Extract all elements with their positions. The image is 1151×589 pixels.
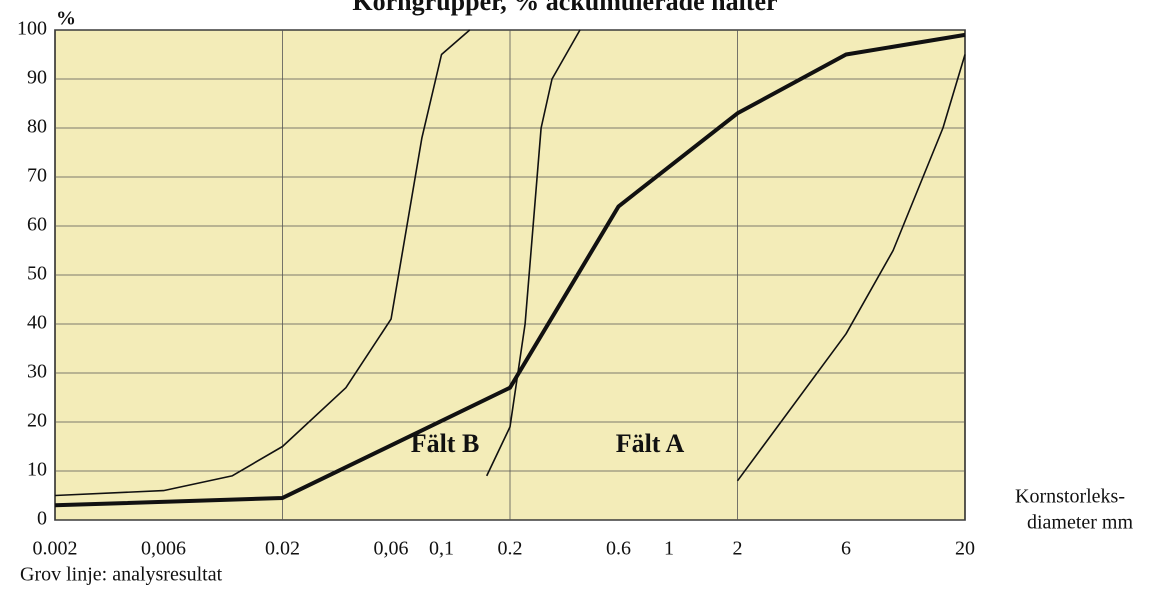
x-tick-label: 20 bbox=[955, 538, 975, 560]
y-tick-label: 20 bbox=[27, 410, 47, 432]
data-line bbox=[485, 29, 581, 477]
data-line bbox=[736, 54, 966, 482]
chart-title: Korngrupper, % ackumulerade halter bbox=[352, 0, 777, 16]
x-tick-label: 0.02 bbox=[265, 538, 300, 560]
annotation: Fält A bbox=[616, 429, 685, 458]
y-tick-label: 30 bbox=[27, 361, 47, 383]
y-unit: % bbox=[56, 8, 76, 30]
x-tick-label: 2 bbox=[733, 538, 743, 560]
x-axis-label: Kornstorleks- bbox=[1015, 486, 1125, 508]
x-tick-label: 0.6 bbox=[606, 538, 631, 560]
x-tick-label: 0.2 bbox=[498, 538, 523, 560]
annotation: Fält B bbox=[411, 429, 480, 458]
x-axis-label: diameter mm bbox=[1027, 512, 1134, 534]
data-line bbox=[54, 32, 966, 508]
x-tick-label: 0,006 bbox=[141, 538, 186, 560]
y-tick-label: 90 bbox=[27, 67, 47, 89]
note: Grov linje: analysresultat bbox=[20, 564, 223, 586]
data-line bbox=[54, 29, 471, 497]
y-tick-label: 0 bbox=[37, 508, 47, 530]
y-tick-label: 60 bbox=[27, 214, 47, 236]
x-tick-label: 0.002 bbox=[33, 538, 78, 560]
y-tick-label: 100 bbox=[17, 18, 47, 40]
y-tick-label: 50 bbox=[27, 263, 47, 285]
x-tick-label: 1 bbox=[664, 538, 674, 560]
x-tick-label: 6 bbox=[841, 538, 851, 560]
y-tick-label: 10 bbox=[27, 459, 47, 481]
y-tick-label: 80 bbox=[27, 116, 47, 138]
y-tick-label: 70 bbox=[27, 165, 47, 187]
x-tick-label: 0,1 bbox=[429, 538, 454, 560]
y-tick-label: 40 bbox=[27, 312, 47, 334]
x-tick-label: 0,06 bbox=[374, 538, 409, 560]
